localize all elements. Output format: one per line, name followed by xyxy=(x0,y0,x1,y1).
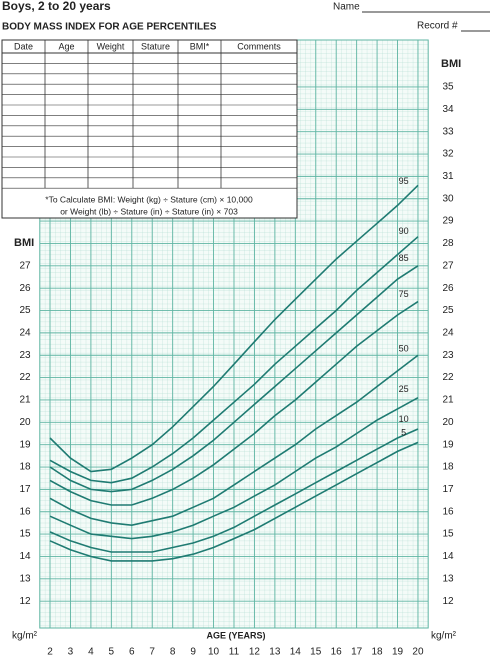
y-tick-label: 18 xyxy=(19,462,31,473)
y-tick-label: 27 xyxy=(19,260,31,271)
x-tick-label: 2 xyxy=(47,647,53,658)
x-tick-label: 8 xyxy=(170,647,176,658)
curve-label: 75 xyxy=(399,289,409,299)
y-tick-label: 32 xyxy=(442,149,454,160)
x-tick-label: 4 xyxy=(88,647,94,658)
y-tick-label: 24 xyxy=(442,328,454,339)
curve-label: 25 xyxy=(399,384,409,394)
y-tick-label: 28 xyxy=(442,238,454,249)
y-tick-label: 35 xyxy=(442,82,454,93)
x-tick-label: 10 xyxy=(208,647,220,658)
percentile-curve xyxy=(49,236,419,484)
percentile-curve xyxy=(49,354,419,527)
x-tick-label: 20 xyxy=(412,647,424,658)
x-tick-label: 6 xyxy=(129,647,135,658)
y-tick-label: 24 xyxy=(19,328,31,339)
x-tick-label: 13 xyxy=(269,647,281,658)
y-tick-label: 15 xyxy=(442,529,454,540)
curve-label: 95 xyxy=(399,176,409,186)
x-tick-label: 19 xyxy=(392,647,404,658)
x-tick-label: 5 xyxy=(109,647,115,658)
curve-label: 85 xyxy=(399,253,409,263)
curve-label: 10 xyxy=(399,414,409,424)
y-tick-label: 12 xyxy=(442,596,454,607)
y-tick-label: 16 xyxy=(442,506,454,517)
table-header: Stature xyxy=(141,41,170,51)
x-tick-label: 11 xyxy=(229,647,240,658)
y-tick-label: 19 xyxy=(442,439,454,450)
x-tick-label: 15 xyxy=(310,647,322,658)
percentile-curve xyxy=(49,428,419,553)
curve-label: 50 xyxy=(399,344,409,354)
y-tick-label: 30 xyxy=(442,193,454,204)
percentile-curve xyxy=(49,441,419,562)
percentile-curve xyxy=(49,184,419,473)
y-tick-label: 23 xyxy=(19,350,31,361)
x-tick-label: 18 xyxy=(372,647,384,658)
y-tick-label: 23 xyxy=(442,350,454,361)
x-tick-label: 7 xyxy=(149,647,155,658)
y-tick-label: 26 xyxy=(19,283,31,294)
y-tick-label: 20 xyxy=(442,417,454,428)
y-tick-label: 18 xyxy=(442,462,454,473)
y-tick-label: 13 xyxy=(19,573,31,584)
x-tick-label: 9 xyxy=(190,647,196,658)
y-tick-label: 21 xyxy=(442,395,454,406)
y-tick-label: 13 xyxy=(442,573,454,584)
y-tick-label: 16 xyxy=(19,506,31,517)
table-header: Date xyxy=(14,41,33,51)
y-tick-label: 29 xyxy=(442,216,454,227)
table-header: Age xyxy=(58,41,74,51)
footnote: or Weight (lb) ÷ Stature (in) ÷ Stature … xyxy=(60,206,238,216)
percentile-curve xyxy=(49,300,419,506)
entry-table xyxy=(1,39,298,219)
x-tick-label: 3 xyxy=(68,647,74,658)
curve-label: 5 xyxy=(401,427,406,437)
y-tick-label: 14 xyxy=(19,551,31,562)
table-header: Comments xyxy=(237,41,281,51)
y-tick-label: 17 xyxy=(442,484,454,495)
x-tick-label: 14 xyxy=(290,647,302,658)
percentile-curve xyxy=(49,396,419,540)
y-tick-label: 25 xyxy=(19,305,31,316)
y-tick-label: 17 xyxy=(19,484,31,495)
y-tick-label: 22 xyxy=(442,372,454,383)
record-field: Record # xyxy=(417,21,458,32)
y-tick-label: 25 xyxy=(442,305,454,316)
x-axis-label: AGE (YEARS) xyxy=(206,630,265,640)
y-tick-label: 14 xyxy=(442,551,454,562)
curve-label: 90 xyxy=(399,226,409,236)
form-subtitle: BODY MASS INDEX FOR AGE PERCENTILES xyxy=(2,22,217,33)
y-tick-label: 27 xyxy=(442,260,454,271)
y-tick-label: 21 xyxy=(19,395,31,406)
y-tick-label: 22 xyxy=(19,372,31,383)
name-field: Name xyxy=(333,2,360,13)
form-title: Boys, 2 to 20 years xyxy=(2,0,111,13)
table-header: Weight xyxy=(97,41,125,51)
x-tick-label: 16 xyxy=(331,647,343,658)
x-tick-label: 17 xyxy=(351,647,363,658)
y-tick-label: 33 xyxy=(442,126,454,137)
y-axis-label-right: BMI xyxy=(441,58,461,70)
y-tick-label: 20 xyxy=(19,417,31,428)
table-header: BMI* xyxy=(190,41,210,51)
y-axis-label-left: BMI xyxy=(14,237,34,249)
y-tick-label: 26 xyxy=(442,283,454,294)
y-tick-label: 19 xyxy=(19,439,31,450)
unit-label-right: kg/m² xyxy=(431,631,457,642)
percentile-curve xyxy=(49,265,419,493)
y-tick-label: 12 xyxy=(19,596,31,607)
y-tick-label: 31 xyxy=(442,171,454,182)
footnote: *To Calculate BMI: Weight (kg) ÷ Stature… xyxy=(45,194,253,204)
y-tick-label: 15 xyxy=(19,529,31,540)
x-tick-label: 12 xyxy=(249,647,261,658)
y-tick-label: 34 xyxy=(442,104,454,115)
unit-label-left: kg/m² xyxy=(12,631,38,642)
